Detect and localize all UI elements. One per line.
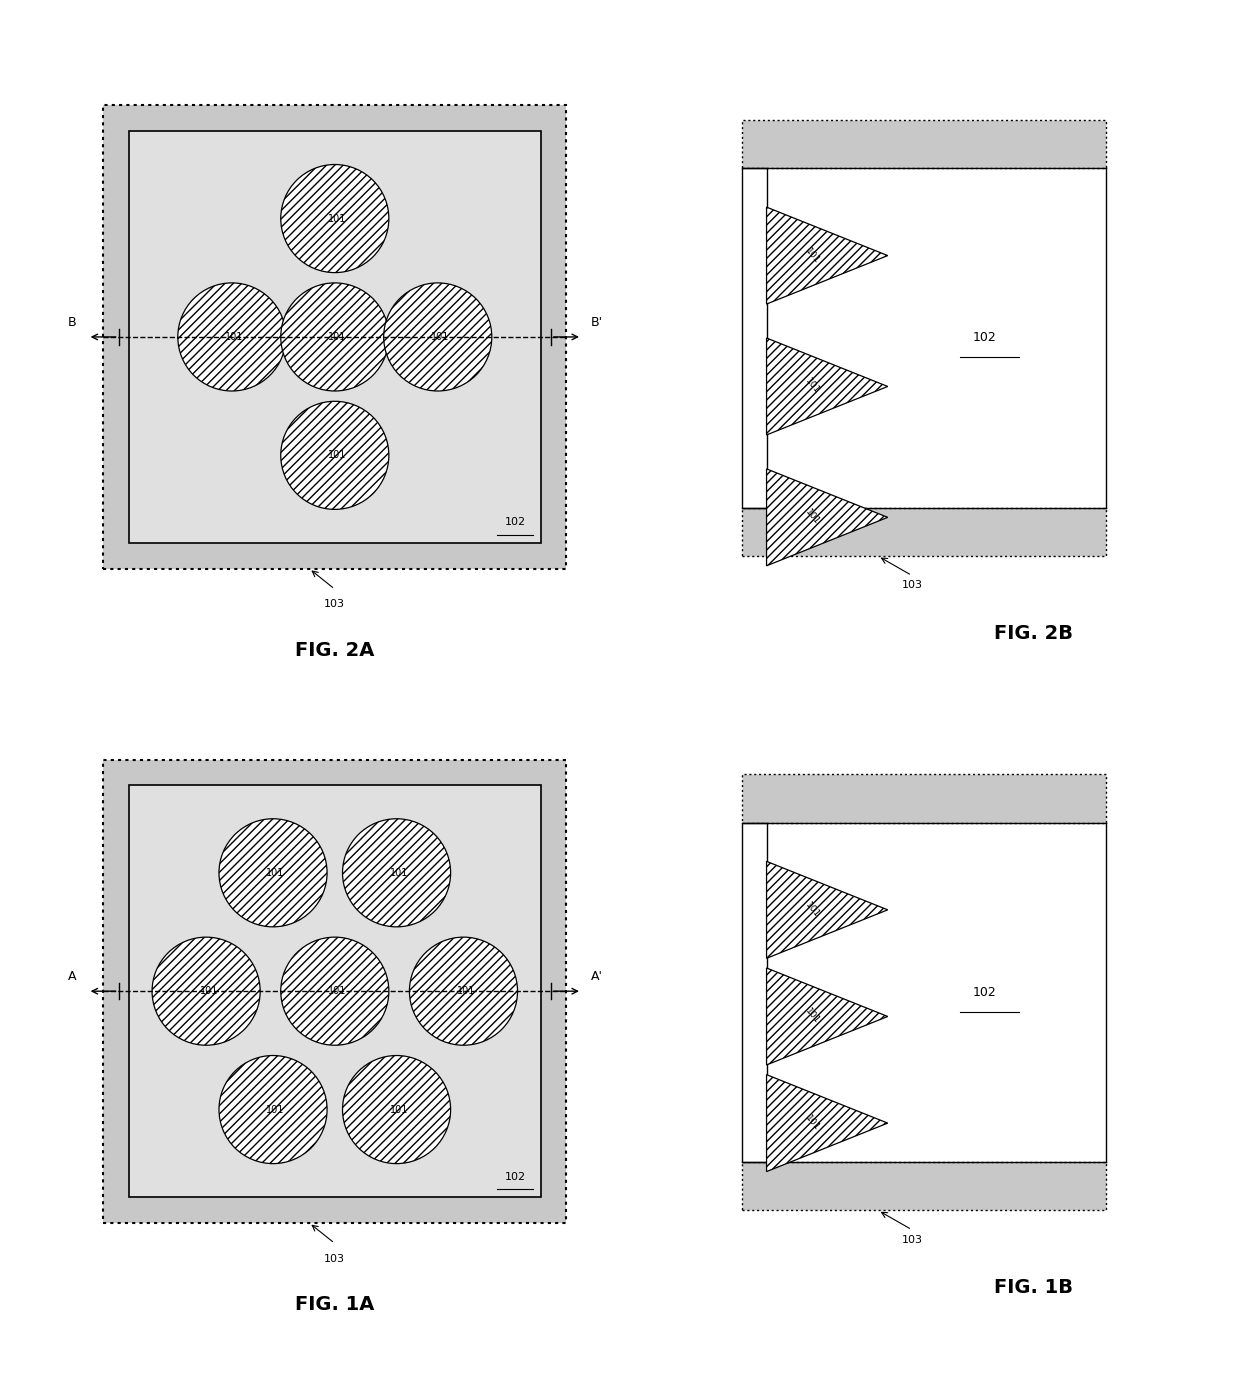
- Text: FIG. 2B: FIG. 2B: [993, 624, 1073, 643]
- Bar: [743, 508, 1106, 557]
- Text: 103: 103: [901, 580, 923, 590]
- Text: 101: 101: [329, 986, 346, 997]
- Text: FIG. 2A: FIG. 2A: [295, 640, 374, 660]
- Text: B': B': [591, 316, 604, 330]
- Circle shape: [280, 401, 389, 509]
- Circle shape: [280, 164, 389, 273]
- Text: A: A: [68, 970, 77, 984]
- Text: 102: 102: [505, 518, 526, 528]
- Bar: [743, 1162, 1106, 1211]
- Text: 101: 101: [804, 901, 822, 919]
- Circle shape: [409, 937, 517, 1045]
- Text: 101: 101: [329, 331, 346, 342]
- Text: 101: 101: [804, 377, 822, 395]
- Text: 101: 101: [389, 1105, 408, 1115]
- Bar: [129, 131, 541, 543]
- Text: 101: 101: [200, 986, 218, 997]
- Text: FIG. 1B: FIG. 1B: [993, 1278, 1073, 1297]
- Text: 103: 103: [901, 1235, 923, 1244]
- Text: 102: 102: [505, 1172, 526, 1182]
- Bar: [766, 168, 1106, 508]
- Text: 103: 103: [325, 1254, 345, 1264]
- Text: 101: 101: [804, 1114, 822, 1133]
- Bar: [743, 823, 766, 1162]
- Bar: [103, 760, 567, 1222]
- Text: 101: 101: [389, 867, 408, 878]
- Polygon shape: [766, 207, 888, 303]
- Text: 101: 101: [329, 213, 346, 224]
- Circle shape: [153, 937, 260, 1045]
- Text: 101: 101: [226, 331, 243, 342]
- Bar: [766, 823, 1106, 1162]
- Text: 102: 102: [973, 331, 997, 344]
- Bar: [743, 774, 1106, 823]
- Text: 103: 103: [325, 600, 345, 610]
- Polygon shape: [766, 469, 888, 565]
- Circle shape: [177, 283, 286, 391]
- Circle shape: [219, 1055, 327, 1164]
- Text: A': A': [591, 970, 604, 984]
- Circle shape: [280, 283, 389, 391]
- Text: 101: 101: [804, 246, 822, 264]
- Circle shape: [383, 283, 492, 391]
- Text: 102: 102: [973, 986, 997, 998]
- Bar: [743, 168, 766, 508]
- Polygon shape: [766, 967, 888, 1065]
- Circle shape: [280, 937, 389, 1045]
- Text: B: B: [68, 316, 77, 330]
- Bar: [129, 785, 541, 1197]
- Polygon shape: [766, 1075, 888, 1172]
- Text: 101: 101: [432, 331, 450, 342]
- Text: 101: 101: [267, 1105, 285, 1115]
- Text: 101: 101: [804, 508, 822, 526]
- Text: 101: 101: [267, 867, 285, 878]
- Bar: [103, 106, 567, 568]
- Text: 101: 101: [456, 986, 475, 997]
- Circle shape: [342, 818, 450, 927]
- Circle shape: [342, 1055, 450, 1164]
- Polygon shape: [766, 862, 888, 958]
- Text: 101: 101: [804, 1006, 822, 1026]
- Text: FIG. 1A: FIG. 1A: [295, 1295, 374, 1314]
- Text: 101: 101: [329, 451, 346, 461]
- Circle shape: [219, 818, 327, 927]
- Polygon shape: [766, 338, 888, 434]
- Bar: [743, 120, 1106, 168]
